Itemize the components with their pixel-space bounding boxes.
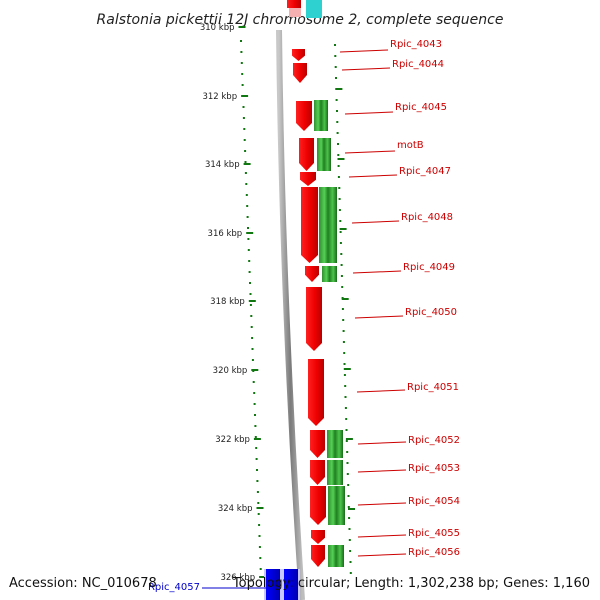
scale-tick: [253, 438, 261, 440]
forward-strand-feature[interactable]: [319, 187, 337, 263]
forward-strand-feature[interactable]: [314, 100, 328, 131]
gene-rpic-4044[interactable]: [293, 63, 307, 83]
gene-leader-line: [357, 553, 407, 557]
scale-tick-label: 312 kbp: [202, 92, 237, 102]
gene-leader-line: [357, 502, 407, 506]
gene-cropped-top-cyan: [306, 0, 322, 18]
forward-strand-feature[interactable]: [317, 138, 331, 171]
forward-strand-feature[interactable]: [327, 460, 343, 485]
forward-strand-feature[interactable]: [322, 266, 337, 282]
scale-tick-label: 316 kbp: [208, 229, 243, 239]
gene-leader-line: [348, 174, 398, 178]
gene-leader-line: [344, 111, 394, 115]
gene-rpic-4050[interactable]: [306, 287, 322, 351]
gene-rpic-4045[interactable]: [296, 101, 312, 131]
gene-rpic-4047[interactable]: [300, 172, 316, 186]
gene-rpic-4056[interactable]: [311, 545, 325, 567]
scale-tick-label: 322 kbp: [215, 435, 250, 445]
gene-rpic-4054[interactable]: [310, 486, 326, 525]
gene-features: [264, 49, 345, 600]
scale-tick: [248, 300, 256, 302]
gene-label[interactable]: Rpic_4048: [401, 212, 453, 223]
gene-label[interactable]: Rpic_4053: [408, 463, 460, 474]
gene-leader-line: [339, 49, 389, 53]
gene-leader-line: [354, 315, 404, 319]
gene-leader-line: [356, 389, 406, 393]
chromosome-backbone: [276, 29, 305, 600]
forward-strand-feature[interactable]: [327, 430, 343, 458]
gene-label[interactable]: motB: [397, 140, 424, 151]
scale-tick: [243, 163, 251, 165]
scale-tick: [259, 576, 267, 578]
gene-label[interactable]: Rpic_4044: [392, 59, 444, 70]
gene-label[interactable]: Rpic_4054: [408, 496, 460, 507]
scale-tick: [246, 232, 254, 234]
gene-label[interactable]: Rpic_4050: [405, 307, 457, 318]
gene-rpic-4043[interactable]: [292, 49, 305, 61]
gene-leader-line: [344, 150, 396, 154]
gene-label[interactable]: Rpic_4051: [407, 382, 459, 393]
scale-tick-label: 326 kbp: [220, 573, 255, 583]
scale-ticks: 310 kbp 312 kbp 314 kbp 316 kbp 318 kbp 320 k…: [200, 23, 267, 583]
genome-summary-text: Topology: circular; Length: 1,302,238 bp…: [232, 576, 590, 591]
scale-tick-label: 310 kbp: [200, 23, 235, 33]
gene-leader-line: [351, 220, 400, 224]
gene-leader-line: [357, 534, 407, 538]
gene-rpic-4048[interactable]: [301, 187, 318, 263]
accession-text: Accession: NC_010678: [9, 576, 157, 591]
gene-label[interactable]: Rpic_4045: [395, 102, 447, 113]
gene-rpic-4053[interactable]: [310, 460, 325, 485]
scale-tick-label: 314 kbp: [205, 160, 240, 170]
scale-tick: [241, 95, 249, 97]
gene-leader-line: [352, 270, 402, 274]
gene-label[interactable]: Rpic_4043: [390, 39, 442, 50]
scale-tick-label: 318 kbp: [210, 297, 245, 307]
scale-tick-label: 320 kbp: [213, 366, 248, 376]
gene-label[interactable]: Rpic_4049: [403, 262, 455, 273]
scale-tick: [251, 369, 259, 371]
gene-label[interactable]: Rpic_4047: [399, 166, 451, 177]
gene-rpic-4057[interactable]: [264, 569, 300, 600]
gene-labels: Rpic_4043 Rpic_4044 Rpic_4045 motB Rpic_4047…: [148, 39, 460, 593]
map-title: Ralstonia pickettii 12J chromosome 2, co…: [97, 12, 504, 28]
gene-rpic-4055[interactable]: [311, 530, 325, 544]
forward-strand-feature[interactable]: [328, 545, 344, 567]
gene-label[interactable]: Rpic_4052: [408, 435, 460, 446]
gene-cropped-top-red: [287, 0, 301, 8]
gene-leader-line: [357, 469, 407, 473]
gene-rpic-4049[interactable]: [305, 266, 319, 282]
gene-cropped-top-pink: [289, 8, 301, 17]
gene-leader-line: [341, 67, 391, 71]
scale-tick-label: 324 kbp: [218, 504, 253, 514]
gene-rpic-4051[interactable]: [308, 359, 324, 426]
scale-tick: [256, 507, 264, 509]
gene-label[interactable]: Rpic_4055: [408, 528, 460, 539]
forward-strand-feature[interactable]: [328, 486, 345, 525]
gene-label-highlighted[interactable]: Rpic_4057: [148, 582, 200, 593]
gene-motb[interactable]: [299, 138, 314, 171]
scale-tick: [238, 26, 246, 28]
gene-rpic-4052[interactable]: [310, 430, 325, 458]
gene-label[interactable]: Rpic_4056: [408, 547, 460, 558]
gene-leader-line: [357, 441, 407, 445]
